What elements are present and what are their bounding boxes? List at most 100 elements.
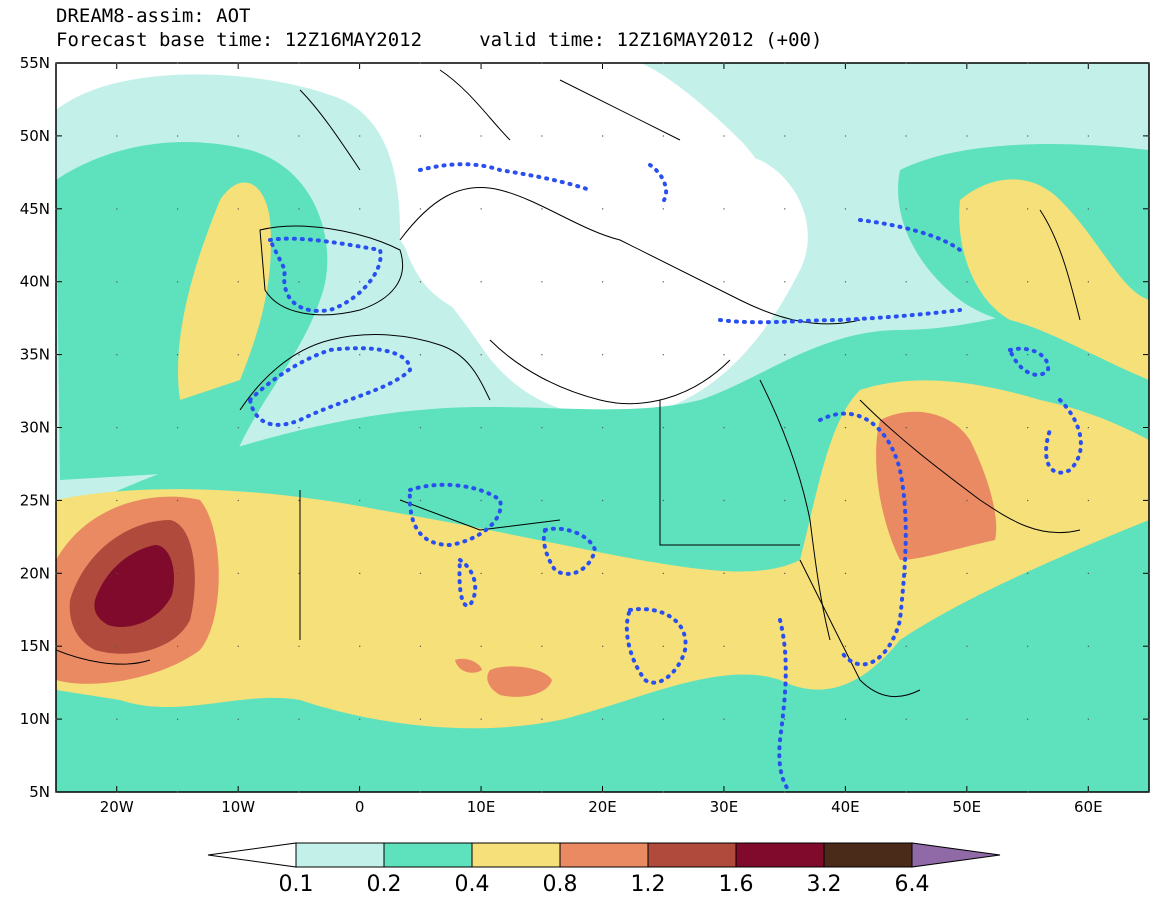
grid-dot bbox=[359, 281, 361, 283]
colorbar-label: 0.8 bbox=[543, 872, 578, 897]
grid-dot bbox=[723, 135, 725, 137]
grid-dot bbox=[116, 572, 118, 574]
grid-dot bbox=[905, 645, 907, 647]
grid-dot bbox=[480, 62, 482, 64]
grid-dot bbox=[359, 62, 361, 64]
grid-dot bbox=[419, 791, 422, 793]
grid-dot bbox=[541, 135, 543, 137]
grid-dot bbox=[359, 135, 361, 137]
grid-dot bbox=[1027, 135, 1029, 137]
grid-dot bbox=[176, 135, 179, 137]
grid-dot bbox=[905, 791, 907, 793]
grid-dot bbox=[905, 572, 907, 574]
grid-dot bbox=[844, 281, 847, 283]
grid-dot bbox=[176, 645, 179, 647]
colorbar-label: 1.6 bbox=[719, 872, 754, 897]
colorbar-segment bbox=[383, 842, 473, 868]
grid-dot bbox=[662, 135, 664, 137]
grid-dot bbox=[844, 791, 847, 793]
grid-dot bbox=[1027, 718, 1029, 720]
grid-dot bbox=[784, 572, 786, 574]
grid-dot bbox=[237, 645, 239, 647]
grid-dot bbox=[1087, 281, 1089, 283]
lon-label: 20E bbox=[588, 798, 617, 816]
grid-dot bbox=[298, 499, 300, 502]
grid-dot bbox=[176, 427, 179, 429]
grid-dot bbox=[116, 208, 118, 210]
aot-band-1.6 bbox=[94, 545, 175, 627]
grid-dot bbox=[1087, 208, 1089, 210]
grid-dot bbox=[116, 281, 118, 283]
grid-dot bbox=[541, 645, 543, 647]
grid-dot bbox=[844, 645, 847, 647]
aot-band-0.8 bbox=[876, 411, 997, 560]
grid-dot bbox=[723, 62, 725, 64]
grid-dot bbox=[480, 427, 482, 429]
grid-dot bbox=[55, 208, 57, 210]
grid-dot bbox=[359, 718, 361, 720]
grid-dot bbox=[784, 645, 786, 647]
grid-dot bbox=[905, 499, 907, 502]
grid-dot bbox=[1087, 62, 1089, 64]
grid-dot bbox=[1027, 499, 1029, 502]
grid-dot bbox=[116, 499, 118, 502]
grid-dot bbox=[298, 62, 300, 64]
grid-dot bbox=[480, 718, 482, 720]
grid-dot bbox=[723, 645, 725, 647]
grid-dot bbox=[602, 208, 604, 210]
grid-dot bbox=[1148, 572, 1150, 574]
lon-label: 50E bbox=[953, 798, 982, 816]
grid-dot bbox=[237, 791, 239, 793]
lon-label: 60E bbox=[1074, 798, 1103, 816]
grid-dot bbox=[662, 572, 664, 574]
grid-dot bbox=[905, 62, 907, 64]
colorbar-label: 3.2 bbox=[807, 872, 842, 897]
grid-dot bbox=[419, 427, 422, 429]
grid-dot bbox=[784, 427, 786, 429]
grid-dot bbox=[237, 135, 239, 137]
grid-dot bbox=[723, 427, 725, 429]
grid-dot bbox=[237, 718, 239, 720]
grid-dot bbox=[359, 499, 361, 502]
lat-label: 15N bbox=[20, 637, 50, 655]
map-title: DREAM8-assim: AOT bbox=[56, 5, 251, 27]
grid-dot bbox=[359, 208, 361, 210]
lat-label: 55N bbox=[20, 54, 50, 72]
grid-dot bbox=[1087, 135, 1089, 137]
grid-dot bbox=[662, 208, 664, 210]
grid-dot bbox=[966, 354, 968, 356]
aot-band-0.8 bbox=[455, 658, 482, 673]
grid-dot bbox=[55, 572, 57, 574]
grid-dot bbox=[55, 281, 57, 283]
grid-dot bbox=[966, 499, 968, 502]
grid-dot bbox=[784, 718, 786, 720]
grid-dot bbox=[662, 718, 664, 720]
colorbar-label: 0.1 bbox=[279, 872, 314, 897]
grid-dot bbox=[1087, 645, 1089, 647]
grid-dot bbox=[1027, 427, 1029, 429]
grid-dot bbox=[905, 135, 907, 137]
grid-dot bbox=[844, 718, 847, 720]
grid-dot bbox=[359, 427, 361, 429]
grid-dot bbox=[237, 281, 239, 283]
grid-dot bbox=[723, 281, 725, 283]
grid-dot bbox=[602, 718, 604, 720]
colorbar: 0.1 0.2 0.4 0.8 1.2 1.6 3.2 6.4 bbox=[207, 842, 1001, 897]
grid-dot bbox=[1148, 718, 1150, 720]
lon-label: 30E bbox=[710, 798, 739, 816]
grid-dot bbox=[1148, 427, 1150, 429]
grid-dot bbox=[784, 208, 786, 210]
grid-dot bbox=[298, 645, 300, 647]
grid-dot bbox=[905, 354, 907, 356]
grid-dot bbox=[1027, 281, 1029, 283]
grid-dot bbox=[1087, 572, 1089, 574]
grid-dot bbox=[419, 281, 422, 283]
grid-dot bbox=[480, 208, 482, 210]
grid-dot bbox=[480, 791, 482, 793]
grid-dot bbox=[480, 645, 482, 647]
grid-dot bbox=[176, 791, 179, 793]
grid-dot bbox=[1148, 135, 1150, 137]
grid-dot bbox=[298, 354, 300, 356]
grid-dot bbox=[298, 572, 300, 574]
